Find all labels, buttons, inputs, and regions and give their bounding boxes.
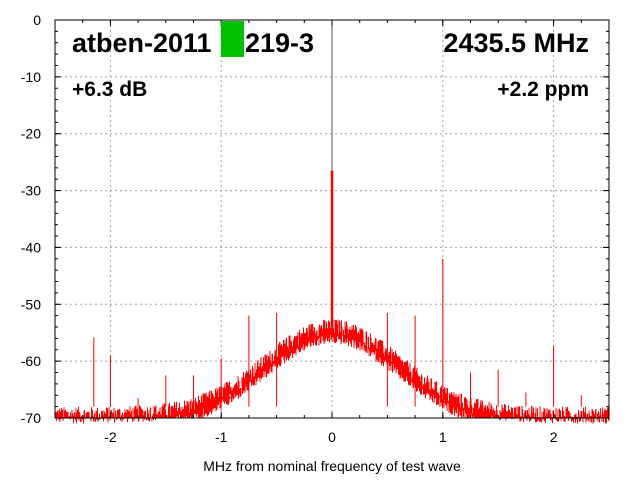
y-tick-label: -60 [21,353,41,369]
spectrum-series [54,20,610,424]
redaction-box [221,21,244,57]
x-tick-label: 2 [550,429,558,445]
axis-ticks: -2 -1 0 1 20-10-20-30-40-50-60-70 [21,12,610,445]
y-tick-label: -50 [21,296,41,312]
x-axis-label: MHz from nominal frequency of test wave [203,458,461,474]
annotation-left: +6.3 dB [72,78,147,101]
y-tick-label: -30 [21,183,41,199]
x-tick-label: 1 [439,429,447,445]
title-left-part2: 219-3 [245,28,314,58]
x-tick-label: -1 [215,429,228,445]
y-tick-label: -70 [21,410,41,426]
y-tick-label: 0 [33,12,41,28]
y-tick-label: -10 [21,69,41,85]
annotation-right: +2.2 ppm [497,78,589,101]
title-left-part1: atben-2011 [72,28,212,58]
x-tick-label: -2 [104,429,117,445]
y-tick-label: -20 [21,126,41,142]
y-tick-label: -40 [21,239,41,255]
x-tick-label: 0 [328,429,336,445]
title-right: 2435.5 MHz [443,28,589,58]
